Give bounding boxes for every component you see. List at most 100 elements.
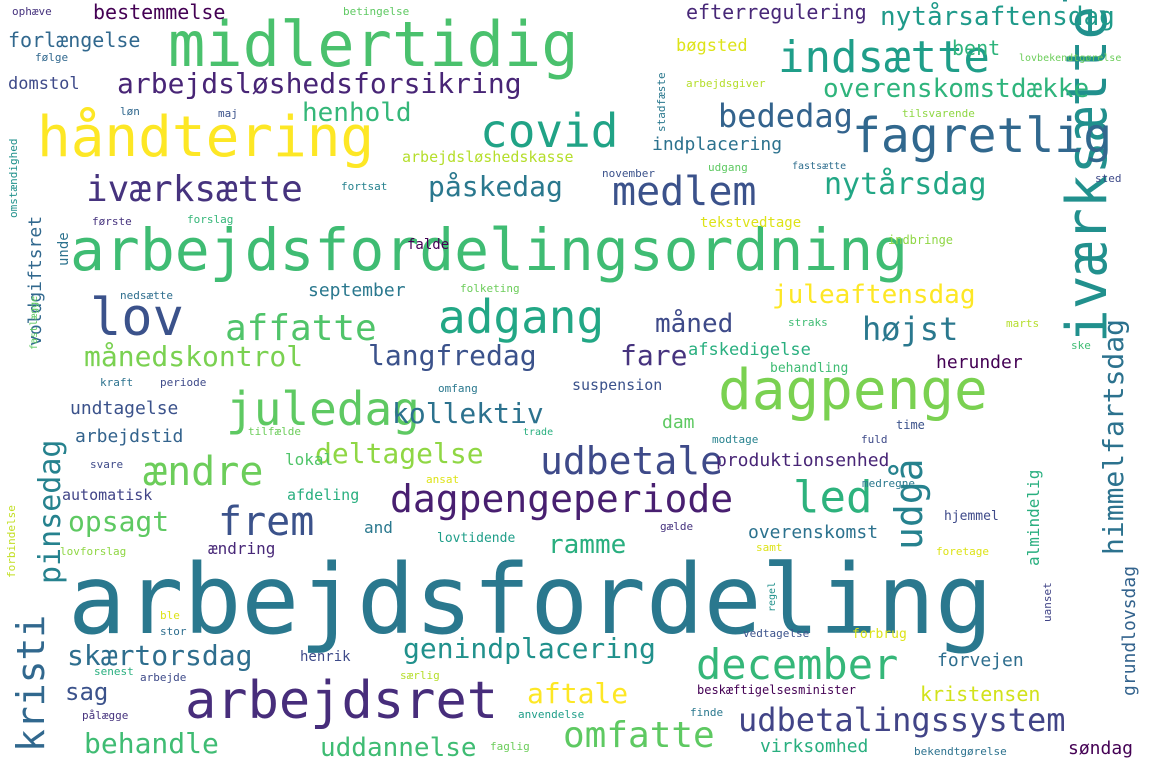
word: almindelig (1024, 469, 1043, 566)
word: forlængelse (8, 28, 141, 52)
word: uanset (1041, 582, 1054, 622)
word: finde (690, 706, 724, 719)
word: forslag (187, 213, 234, 226)
word: falde (407, 237, 450, 253)
word: udgå (887, 458, 931, 550)
word: faglig (490, 740, 530, 753)
word: ændre (143, 449, 264, 495)
word: omstændighed (7, 138, 20, 218)
word: maj (218, 107, 238, 120)
word: vedtagelse (743, 627, 810, 640)
word: kristensen (920, 682, 1041, 706)
word: udgang (708, 161, 748, 174)
word: uddannelse (320, 733, 477, 763)
word: omfatte (563, 715, 715, 756)
word: midlertidig (168, 8, 579, 81)
word: herunder (936, 352, 1023, 373)
word: første (92, 215, 132, 228)
word: forbrug (852, 627, 907, 642)
word: søndag (1068, 738, 1134, 759)
word: ble (160, 609, 180, 622)
word: foretage (936, 545, 989, 558)
word: kollektiv (392, 397, 544, 430)
word: opsagt (68, 505, 170, 538)
word: betingelse (343, 5, 410, 18)
word: tilsvarende (902, 107, 975, 120)
word: behandle (84, 727, 219, 760)
word: ansat (426, 473, 460, 486)
word: medlem (612, 169, 757, 215)
word: kraft (100, 376, 134, 389)
word: bøgsted (676, 36, 748, 56)
word: suspension (572, 376, 663, 394)
word: fastsætte (792, 161, 847, 172)
word: påskedag (428, 170, 563, 203)
word: lovforslag (60, 545, 127, 558)
word: bekendtgørelse (914, 745, 1007, 758)
word: indplacering (652, 134, 783, 155)
word: september (308, 280, 406, 301)
word: periode (160, 376, 207, 389)
word: bededag (718, 97, 853, 135)
word: overenskomstdække (823, 74, 1090, 104)
word: arbejdstid (75, 426, 184, 447)
word: lovtidende (437, 531, 516, 546)
word: omfang (438, 382, 478, 395)
word: følge (35, 51, 69, 64)
word: deltagelse (315, 437, 484, 470)
word: indsætte (778, 32, 990, 83)
word: anvendelse (518, 708, 585, 721)
word: led (793, 472, 873, 523)
word: efterregulering (686, 0, 867, 24)
word: afskedigelse (688, 340, 811, 360)
word: trade (523, 427, 554, 438)
word: måned (655, 309, 734, 339)
word: langfredag (368, 339, 537, 372)
word: produktionsenhed (716, 450, 890, 471)
word: månedskontrol (84, 340, 304, 373)
word: afdeling (287, 486, 360, 504)
word: skærtorsdag (67, 639, 253, 672)
word: beskæftigelsesminister (697, 683, 856, 697)
word: folketing (460, 282, 520, 295)
word: ophæve (12, 5, 52, 18)
word: arbejdsgiver (686, 77, 766, 90)
word: sted (1095, 172, 1122, 185)
word: straks (788, 316, 828, 329)
word: and (364, 518, 393, 537)
word: nytårsaftensdag (880, 2, 1115, 32)
word: særlig (400, 669, 440, 682)
word: dagpenge (718, 358, 988, 423)
word: samt (756, 541, 783, 554)
word: undtagelse (70, 398, 179, 419)
word: virksomhed (760, 736, 869, 757)
word: stor (160, 625, 187, 638)
word: højst (862, 310, 959, 348)
word: fortsat (341, 180, 388, 193)
word: løn (120, 105, 140, 118)
word: kristi (9, 614, 53, 752)
word: nedsætte (120, 289, 173, 302)
word: fuld (861, 433, 888, 446)
word: forbindelse (5, 505, 18, 578)
word: stadfæste (655, 72, 668, 132)
word: modtage (712, 433, 759, 446)
word: henhold (302, 98, 412, 128)
word: time (896, 418, 925, 432)
word: arbejde (140, 671, 187, 684)
word: nytårsdag (824, 167, 987, 202)
word: november (602, 167, 655, 180)
word: adgang (438, 290, 605, 344)
word: lokal (285, 450, 334, 469)
word: behandling (770, 361, 849, 376)
word: ramme (548, 530, 627, 560)
word: covid (480, 104, 619, 158)
word: indbringe (888, 233, 954, 247)
word: senest (94, 665, 134, 678)
word: bestemmelse (93, 0, 226, 24)
word: grundlovsdag (1119, 565, 1140, 696)
word: pålægge (82, 709, 129, 722)
word: genindplacering (403, 632, 656, 665)
word: henrik (300, 649, 351, 665)
word: juledag (226, 382, 420, 436)
